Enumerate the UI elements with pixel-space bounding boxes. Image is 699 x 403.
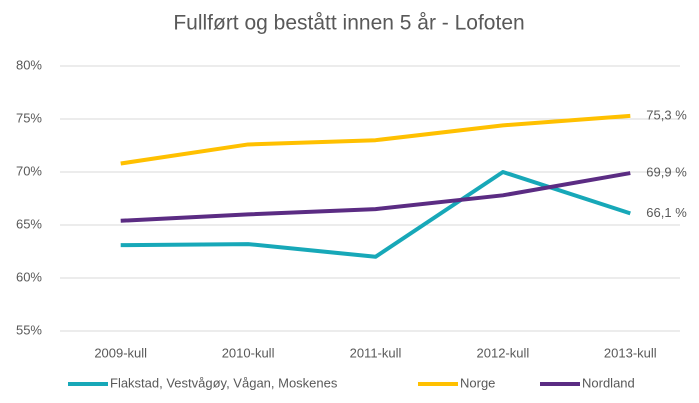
y-tick-label: 75% [16,110,42,125]
legend-label: Nordland [582,375,635,390]
legend-label: Flakstad, Vestvågøy, Vågan, Moskenes [110,375,338,390]
series-line [120,113,631,166]
x-tick-label: 2013-kull [604,345,657,360]
y-tick-label: 80% [16,57,42,72]
y-tick-label: 65% [16,216,42,231]
series-line [120,171,631,223]
y-tick-label: 55% [16,322,42,337]
x-tick-label: 2009-kull [94,345,147,360]
y-tick-label: 60% [16,269,42,284]
legend-label: Norge [460,375,495,390]
data-label: 75,3 % [646,107,687,122]
x-tick-label: 2012-kull [477,345,530,360]
data-label: 69,9 % [646,164,687,179]
x-tick-label: 2011-kull [350,345,402,360]
y-tick-label: 70% [16,163,42,178]
series-line [120,170,631,259]
chart-title: Fullført og bestått innen 5 år - Lofoten [173,12,524,35]
data-label: 66,1 % [646,205,687,220]
x-tick-label: 2010-kull [222,345,275,360]
